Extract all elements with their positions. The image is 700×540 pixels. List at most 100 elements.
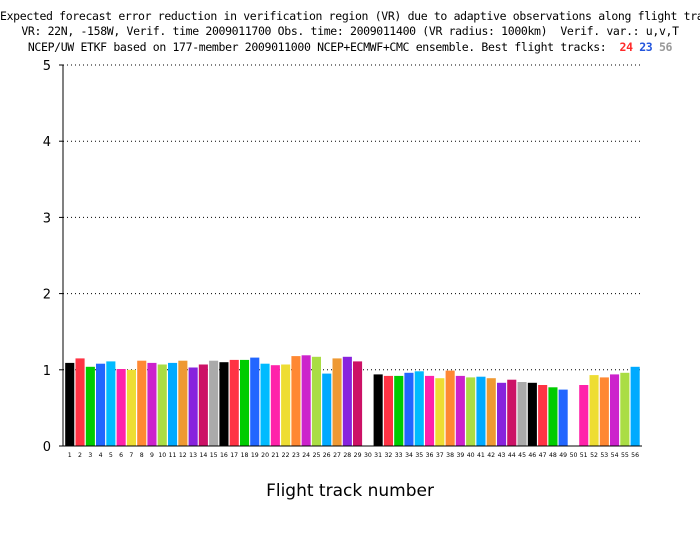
x-tick-label: 46 [528,452,536,459]
bar-track-19 [250,357,260,446]
chart-title: Expected forecast error reduction in ver… [0,9,700,23]
chart-subtitle-ensemble-text: NCEP/UW ETKF based on 177-member 2009011… [27,40,607,54]
bar-track-4 [96,363,106,446]
bar-track-8 [137,360,147,446]
x-tick-label: 52 [590,452,598,459]
x-tick-label: 6 [119,452,123,459]
bar-track-55 [620,372,630,446]
bar-track-18 [240,359,250,446]
bar-track-17 [229,359,239,446]
x-tick-label: 21 [271,452,279,459]
bar-track-12 [178,360,188,446]
bar-track-43 [497,382,507,446]
bar-track-36 [425,375,435,446]
x-tick-label: 19 [251,452,259,459]
y-tick-label: 4 [43,135,51,150]
x-tick-label: 10 [158,452,166,459]
x-tick-label: 31 [374,452,382,459]
bar-track-27 [332,358,342,446]
bar-track-26 [322,373,332,446]
chart-subtitle-ensemble: NCEP/UW ETKF based on 177-member 2009011… [0,40,700,54]
x-tick-label: 8 [140,452,144,459]
bar-track-52 [589,375,599,446]
bar-track-3 [85,366,95,446]
bar-track-16 [219,362,229,446]
x-tick-label: 18 [241,452,249,459]
x-tick-label: 53 [600,452,608,459]
x-tick-label: 36 [426,452,434,459]
bar-track-15 [209,360,219,446]
x-tick-label: 50 [570,452,578,459]
bar-track-1 [65,362,75,446]
x-tick-label: 34 [405,452,413,459]
x-tick-label: 12 [179,452,187,459]
x-tick-label: 42 [487,452,495,459]
x-tick-label: 24 [302,452,310,459]
bar-track-46 [527,382,537,446]
axes: 1 2 3 4 5 6 7 8 9 10 11 12 13 14 15 16 17 18 19 20 21 22 23 24 2… [43,59,642,459]
x-tick-label: 16 [220,452,228,459]
y-tick-label: 1 [43,364,51,379]
bar-track-48 [548,387,558,446]
y-tick-label: 0 [43,440,51,455]
best-track-1: 24 [619,40,634,54]
x-tick-label: 23 [292,452,300,459]
bar-track-14 [198,364,208,446]
bar-track-51 [579,385,589,446]
bar-track-37 [435,378,445,446]
bar-track-49 [558,389,568,446]
x-tick-label: 15 [210,452,218,459]
bar-track-39 [455,375,465,446]
bar-track-33 [394,375,404,446]
bar-track-34 [404,372,414,446]
x-tick-label: 44 [508,452,516,459]
bar-track-54 [610,374,620,446]
bar-track-10 [157,364,167,446]
bar-track-38 [445,370,455,446]
y-tick-label: 3 [43,211,51,226]
bar-track-56 [630,366,640,446]
x-tick-label: 1 [68,452,72,459]
best-track-3: 56 [658,40,673,54]
x-tick-label: 39 [456,452,464,459]
bar-track-11 [168,362,178,446]
x-tick-label: 48 [549,452,557,459]
x-tick-label: 30 [364,452,372,459]
bar-track-47 [538,385,548,446]
x-tick-label: 11 [169,452,177,459]
x-tick-label: 2 [78,452,82,459]
bar-track-23 [291,356,301,446]
x-tick-label: 40 [467,452,475,459]
bar-track-7 [126,369,136,446]
x-tick-label: 45 [518,452,526,459]
x-tick-label: 49 [559,452,567,459]
bar-track-53 [599,377,609,446]
x-tick-label: 3 [88,452,92,459]
bar-track-31 [373,374,383,446]
x-tick-label: 51 [580,452,588,459]
x-tick-label: 41 [477,452,485,459]
x-tick-label: 7 [129,452,133,459]
bar-track-22 [281,364,291,446]
bar-track-21 [270,365,280,446]
x-tick-label: 35 [415,452,423,459]
x-tick-label: 13 [189,452,197,459]
bar-track-41 [476,376,486,446]
bar-track-44 [507,379,517,446]
x-tick-label: 22 [282,452,290,459]
x-tick-label: 27 [333,452,341,459]
best-track-2: 23 [639,40,653,54]
grid-lines [63,64,642,371]
x-tick-label: 20 [261,452,269,459]
chart-subtitle-verification: VR: 22N, -158W, Verif. time 2009011700 O… [21,24,679,38]
x-tick-label: 29 [354,452,362,459]
bar-track-28 [342,356,352,446]
x-tick-label: 38 [446,452,454,459]
bars [65,355,640,446]
bar-track-29 [353,361,363,446]
bar-track-25 [311,356,321,446]
x-tick-label: 17 [230,452,238,459]
y-tick-label: 5 [43,59,51,74]
bar-track-6 [116,369,126,446]
